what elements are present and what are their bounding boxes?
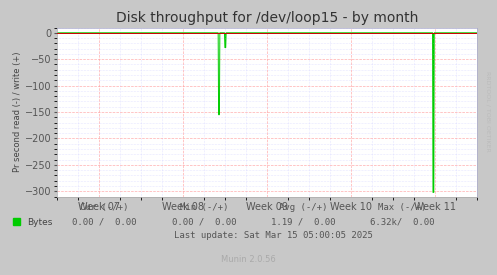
Text: Avg (-/+): Avg (-/+)	[279, 204, 328, 212]
Y-axis label: Pr second read (-) / write (+): Pr second read (-) / write (+)	[13, 52, 22, 172]
Text: Munin 2.0.56: Munin 2.0.56	[221, 255, 276, 264]
Text: RRDTOOL / TOBI OETIKER: RRDTOOL / TOBI OETIKER	[486, 71, 491, 152]
Title: Disk throughput for /dev/loop15 - by month: Disk throughput for /dev/loop15 - by mon…	[116, 11, 418, 25]
Text: Cur (-/+): Cur (-/+)	[80, 204, 129, 212]
Text: 0.00 /  0.00: 0.00 / 0.00	[171, 217, 236, 226]
Text: Last update: Sat Mar 15 05:00:05 2025: Last update: Sat Mar 15 05:00:05 2025	[174, 231, 373, 240]
Text: 1.19 /  0.00: 1.19 / 0.00	[271, 217, 335, 226]
Text: Max (-/+): Max (-/+)	[378, 204, 427, 212]
Text: 6.32k/  0.00: 6.32k/ 0.00	[370, 217, 435, 226]
Legend: Bytes: Bytes	[9, 214, 57, 231]
Text: Min (-/+): Min (-/+)	[179, 204, 228, 212]
Text: 0.00 /  0.00: 0.00 / 0.00	[72, 217, 137, 226]
